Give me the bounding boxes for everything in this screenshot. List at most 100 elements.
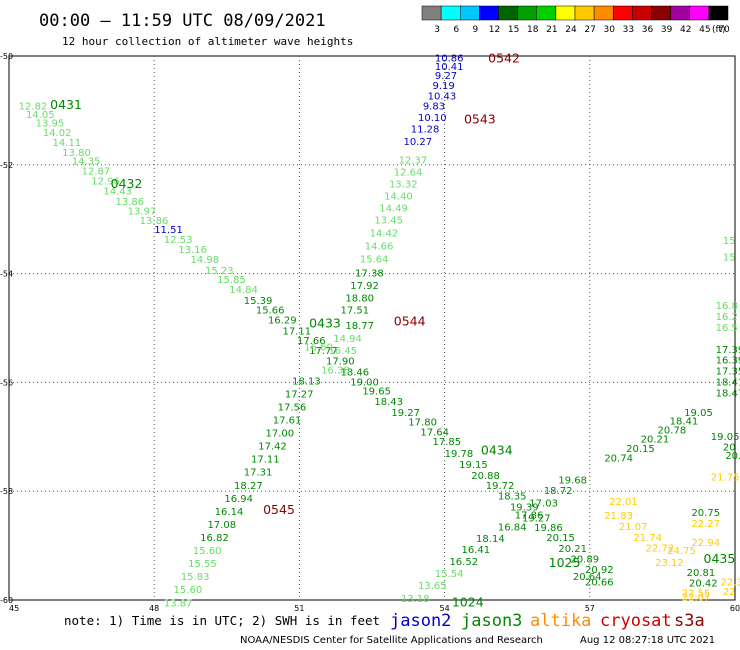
legend-swatch: [421, 5, 442, 21]
wave-height-value: 12.37: [399, 155, 428, 166]
legend-swatch: [536, 5, 557, 21]
wave-height-value: 16.94: [224, 494, 253, 505]
wave-height-value: 16.52: [449, 557, 478, 568]
wave-height-value: 19.05: [684, 408, 713, 419]
wave-height-value: 22.55: [682, 588, 711, 599]
legend-swatch: [651, 5, 671, 21]
wave-height-value: 20.89: [570, 555, 599, 566]
y-tick-label: -56: [0, 378, 13, 387]
legend-swatch: [460, 5, 480, 21]
wave-height-value: 16.8: [716, 301, 738, 312]
wave-height-value: 16.82: [200, 533, 229, 544]
wave-height-value: 19.27: [522, 513, 551, 524]
satellite-name: jason2: [390, 611, 451, 631]
wave-height-value: 20.1: [725, 451, 740, 462]
wave-height-value: 18.13: [292, 376, 321, 387]
wave-height-value: 18.77: [345, 321, 374, 332]
wave-height-value: 17.56: [278, 402, 307, 413]
wave-height-value: 17.42: [258, 442, 287, 453]
wave-height-value: 13.65: [418, 581, 447, 592]
legend-swatch: [613, 5, 633, 21]
wave-height-value: 16.29: [268, 315, 297, 326]
y-tick-label: -60: [0, 596, 13, 605]
wave-height-value: 17.35: [716, 367, 740, 378]
wave-height-value: 18.46: [341, 368, 370, 379]
pass-time-label: 0544: [394, 313, 426, 328]
satellite-name: jason3: [461, 611, 522, 631]
legend-value: 21: [546, 25, 557, 35]
legend-swatch: [689, 5, 710, 21]
wave-height-value: 9.27: [435, 71, 457, 82]
pass-time-label: 1025: [549, 555, 581, 570]
legend-value: 12: [489, 25, 500, 35]
wave-height-value: 21.75: [711, 473, 740, 484]
wave-height-value: 18.14: [476, 534, 505, 545]
wave-height-value: 13.95: [36, 118, 65, 129]
legend-value: 36: [642, 25, 654, 35]
pass-time-label: 0434: [481, 442, 513, 457]
wave-height-value: 16.2: [716, 312, 738, 323]
wave-height-value: 15.55: [188, 559, 217, 570]
axis-ticks: 45 48 51 54 57 60 -50 -52 -54 -56 -58 -60: [0, 52, 740, 613]
color-scale-legend: 3 6 9 12 15 18 21 24 27 30 33 36 39 42 45 70(ft): [421, 5, 730, 35]
pass-time-label: 0433: [309, 316, 341, 331]
wave-height-value: 16.45: [328, 346, 357, 357]
wave-height-value: 13.80: [62, 148, 91, 159]
wave-height-value: 20.81: [687, 568, 716, 579]
wave-height-value: 13.18: [401, 594, 430, 605]
wave-height-value: 17.08: [207, 520, 236, 531]
wave-height-value: 9.19: [433, 81, 455, 92]
wave-height-value: 16.5: [716, 323, 738, 334]
wave-height-value: 20.42: [689, 579, 718, 590]
wave-height-value: 21.74: [633, 533, 662, 544]
legend-swatch: [498, 5, 518, 21]
footer-timestamp: Aug 12 08:27:18 UTC 2021: [580, 635, 715, 646]
wave-height-value: 15.83: [181, 572, 210, 583]
wave-height-value: 22.94: [691, 538, 720, 549]
wave-height-value: 17.51: [341, 306, 370, 317]
grid-lines: [9, 56, 735, 600]
wave-height-value: 17.85: [433, 437, 462, 448]
legend-swatch: [593, 5, 614, 21]
wave-height-value: 15.85: [217, 275, 246, 286]
wave-height-value: 14.35: [72, 157, 101, 168]
wave-height-value: 17.90: [326, 357, 355, 368]
chart-subtitle: 12 hour collection of altimeter wave hei…: [62, 35, 353, 48]
wave-height-value: 17.31: [244, 468, 273, 479]
wave-height-value: 16.38: [321, 365, 350, 376]
y-tick-label: -58: [0, 487, 13, 496]
pass-time-label: 0431: [50, 97, 82, 112]
plot-frame: [8, 55, 736, 601]
wave-height-value: 17.27: [285, 389, 314, 400]
wave-height-value: 13.86: [140, 216, 169, 227]
wave-height-value: 10.43: [428, 91, 457, 102]
wave-height-value: 16.39: [716, 356, 740, 367]
wave-height-value: 10.86: [435, 54, 464, 65]
wave-height-value: 20.88: [471, 471, 500, 482]
wave-height-value: 15.23: [205, 266, 234, 277]
wave-height-value: 14.49: [379, 203, 408, 214]
legend-swatch: [632, 5, 652, 21]
x-tick-label: 51: [294, 604, 304, 613]
legend-value: 70: [718, 25, 730, 35]
wave-height-value: 22.72: [645, 543, 674, 554]
wave-height-value: 20.21: [641, 435, 670, 446]
wave-height-value: 14.02: [43, 128, 72, 139]
legend-swatch: [670, 5, 690, 21]
wave-height-value: 20.66: [585, 578, 614, 589]
legend-value: 6: [453, 25, 459, 35]
footer-credit: NOAA/NESDIS Center for Satellite Applica…: [240, 635, 543, 646]
satellite-name: cryosat: [600, 611, 672, 631]
wave-height-value: 16.14: [215, 507, 244, 518]
wave-height-value: 18.41: [670, 417, 699, 428]
chart-title: 00:00 – 11:59 UTC 08/09/2021: [39, 11, 326, 31]
pass-time-label: 0543: [464, 112, 496, 127]
wave-height-value: 20.75: [691, 508, 720, 519]
wave-height-value: 20.74: [604, 454, 633, 465]
wave-height-value: 18.27: [234, 481, 263, 492]
wave-height-value: 17.77: [309, 346, 338, 357]
wave-height-value: 20.15: [626, 444, 655, 455]
wave-height-value: 19.05: [711, 432, 740, 443]
y-tick-label: -50: [0, 52, 13, 61]
